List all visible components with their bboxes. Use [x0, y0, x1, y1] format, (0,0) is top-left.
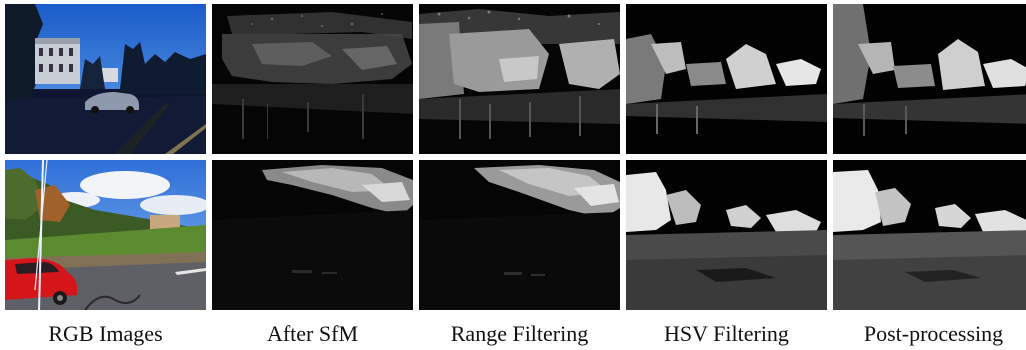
sfm-depth-1 [212, 4, 413, 154]
caption-hsv-filtering: HSV Filtering [664, 321, 789, 346]
caption-post-processing: Post-processing [863, 321, 1004, 346]
caption-rgb-images: RGB Images [48, 321, 163, 346]
caption-after-sfm: After SfM [266, 321, 359, 346]
hsv-filtered-depth-2 [626, 160, 827, 310]
sfm-depth-2 [212, 160, 413, 310]
rgb-image-1 [5, 4, 206, 154]
hsv-filtered-depth-1 [626, 4, 827, 154]
rgb-image-2 [5, 160, 206, 310]
range-filtered-depth-1 [419, 4, 620, 154]
range-filtered-depth-2 [419, 160, 620, 310]
postprocessed-depth-1 [833, 4, 1026, 154]
caption-range-filtering: Range Filtering [450, 321, 589, 346]
postprocessed-depth-2 [833, 160, 1026, 310]
